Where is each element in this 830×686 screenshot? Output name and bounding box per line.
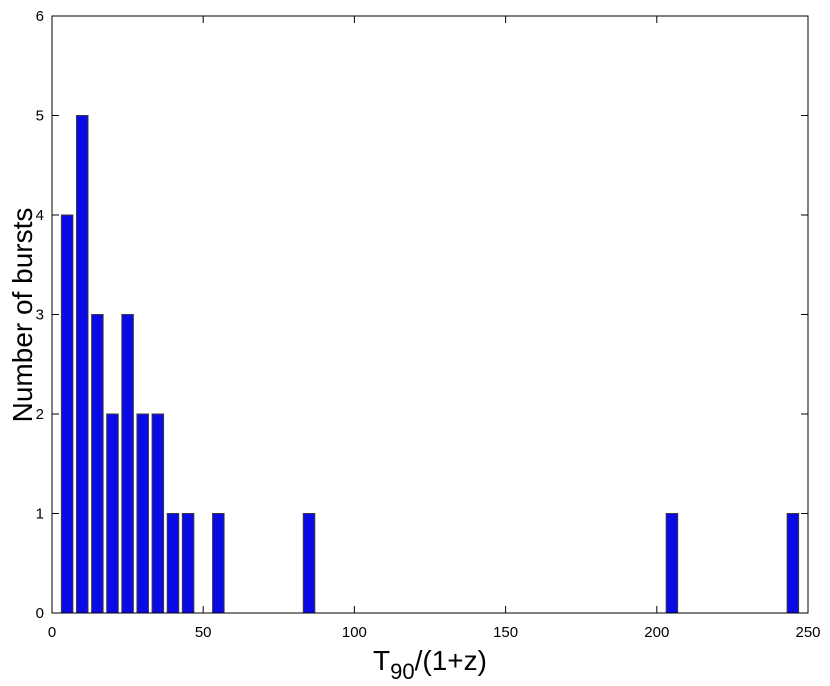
x-axis-title-subscript: 90 (390, 659, 414, 684)
y-tick-label-1: 1 (36, 506, 44, 523)
y-tick-label-3: 3 (36, 307, 44, 324)
x-axis-title: T90/(1+z) (373, 645, 487, 684)
x-axis-title-rest: /(1+z) (415, 645, 487, 676)
bar-11 (665, 513, 679, 614)
x-tick-label-150: 150 (493, 624, 518, 641)
y-tick-label-4: 4 (36, 207, 44, 224)
x-axis-title-main: T (373, 645, 390, 676)
x-tick-label-50: 50 (195, 624, 212, 641)
bar-9 (212, 513, 225, 614)
y-tick-label-5: 5 (36, 108, 44, 125)
bar-8 (181, 513, 195, 614)
bar-6 (151, 413, 165, 614)
bar-7 (166, 513, 180, 614)
bar-2 (91, 314, 104, 614)
bar-4 (121, 314, 134, 614)
bar-5 (136, 413, 149, 614)
x-tick-label-200: 200 (644, 624, 669, 641)
y-axis-title: Number of bursts (7, 208, 38, 423)
y-tick-label-0: 0 (36, 605, 44, 622)
y-axis-ticks: 0 1 2 3 4 5 6 (36, 8, 808, 622)
x-tick-label-250: 250 (795, 624, 820, 641)
y-tick-label-2: 2 (36, 406, 44, 423)
bar-3 (106, 413, 119, 614)
x-tick-label-100: 100 (342, 624, 367, 641)
y-tick-label-6: 6 (36, 8, 44, 25)
plot-frame (51, 15, 809, 614)
x-tick-label-0: 0 (48, 624, 56, 641)
bar-10 (302, 513, 316, 614)
x-axis-ticks: 0 50 100 150 200 250 (48, 16, 821, 641)
bar-0 (60, 214, 74, 614)
bar-12 (786, 513, 800, 614)
bar-1 (75, 115, 89, 614)
bars-group (60, 115, 800, 614)
